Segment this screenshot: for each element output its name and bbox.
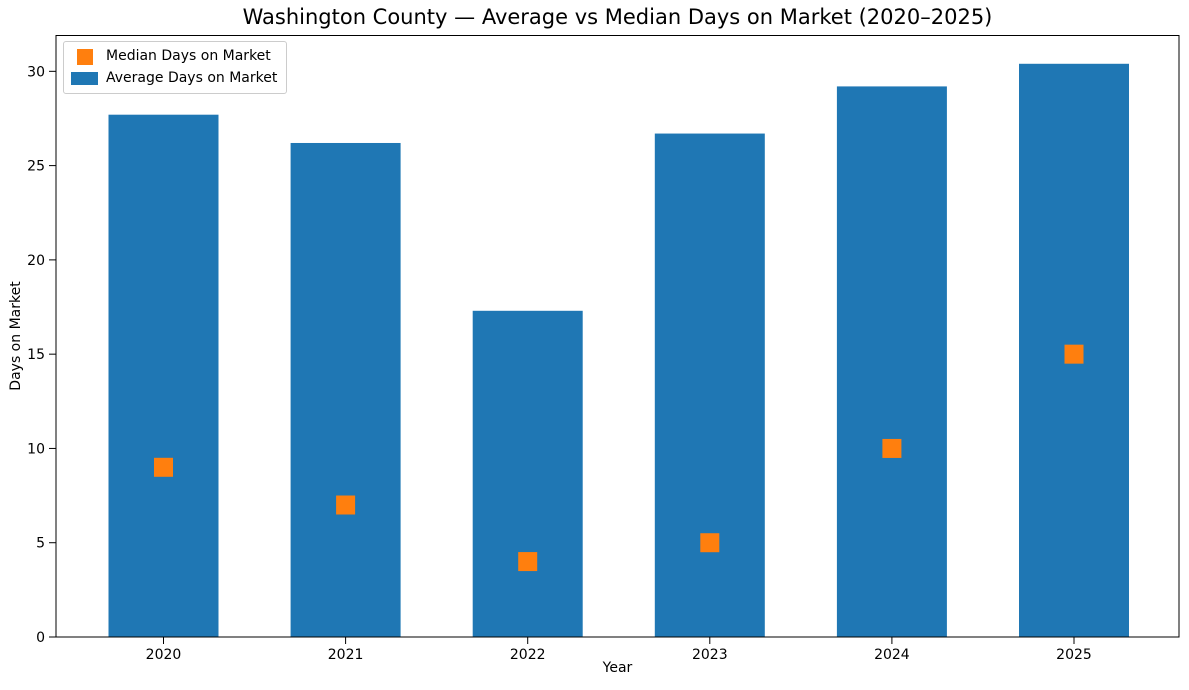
x-tick-label: 2025 — [1056, 647, 1092, 663]
legend-handle — [71, 48, 98, 65]
y-tick-label: 0 — [36, 630, 45, 646]
y-tick-label: 20 — [27, 253, 45, 269]
y-tick-label: 30 — [27, 64, 45, 80]
median-marker-2020 — [154, 457, 173, 477]
y-tick-label: 5 — [36, 536, 45, 552]
median-marker-2025 — [1064, 344, 1084, 364]
bar-2024 — [836, 86, 947, 638]
median-marker-2021 — [336, 495, 356, 515]
bar-2023 — [654, 133, 765, 637]
x-tick-label: 2023 — [692, 647, 728, 663]
legend-label-average: Average Days on Market — [106, 70, 278, 86]
chart-title: Washington County — Average vs Median Da… — [242, 5, 993, 29]
median-marker-2023 — [700, 533, 720, 553]
x-tick-label: 2022 — [510, 647, 546, 663]
legend-handle — [71, 72, 98, 85]
bar-2020 — [108, 114, 219, 638]
axes-border — [55, 35, 1180, 638]
bar-2022 — [472, 310, 583, 637]
x-tick-label: 2020 — [146, 647, 182, 663]
median-marker-2022 — [518, 552, 538, 572]
x-tick-label: 2021 — [328, 647, 364, 663]
y-tick-label: 15 — [27, 347, 45, 363]
bar-2021 — [290, 142, 401, 637]
legend: Median Days on Market Average Days on Ma… — [63, 41, 288, 94]
y-tick-label: 10 — [27, 441, 45, 457]
x-axis-label: Year — [602, 660, 633, 676]
legend-label-median: Median Days on Market — [106, 48, 271, 64]
median-swatch-icon — [76, 48, 93, 65]
y-axis-label: Days on Market — [8, 281, 24, 391]
legend-item-median: Median Days on Market — [71, 47, 277, 66]
legend-item-average: Average Days on Market — [71, 69, 277, 88]
y-tick-label: 25 — [27, 159, 45, 175]
median-marker-2024 — [882, 438, 902, 458]
x-tick-label: 2024 — [874, 647, 910, 663]
average-swatch-icon — [71, 72, 98, 85]
